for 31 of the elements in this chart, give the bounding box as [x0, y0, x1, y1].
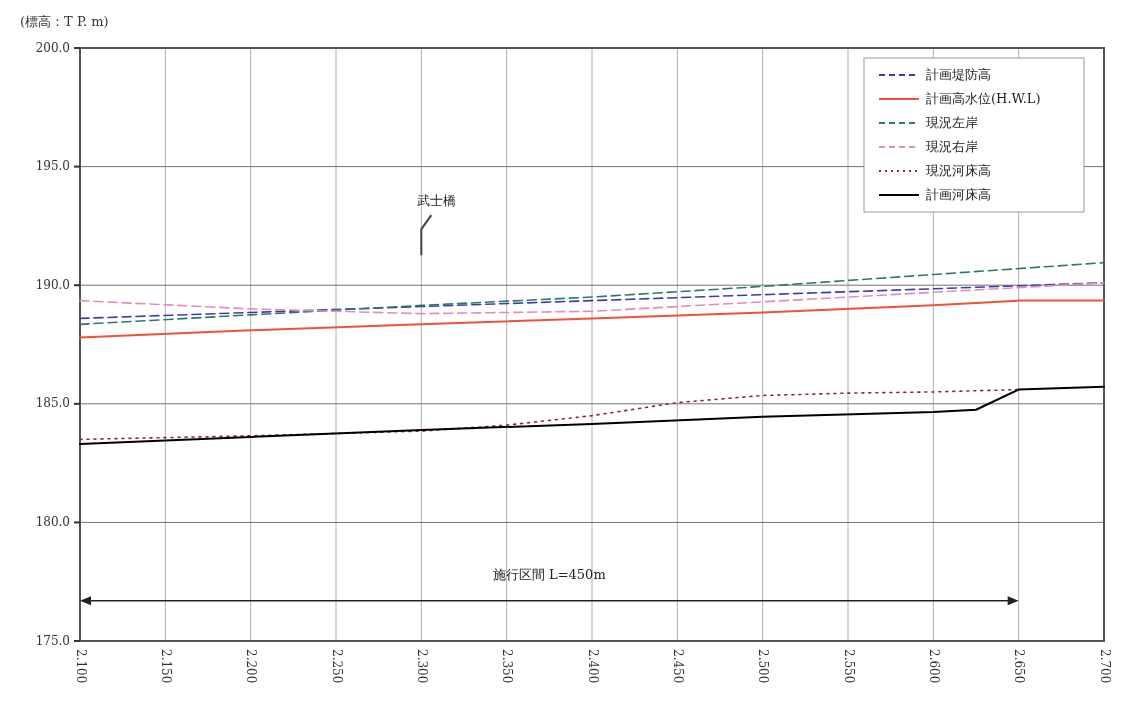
- legend-label: 計画河床高: [926, 186, 991, 202]
- line-series: [79, 299, 1105, 339]
- legend-label: 計画堤防高: [926, 66, 991, 82]
- x-tick-label: 2.650: [1012, 649, 1027, 684]
- x-tick-label: 2.150: [158, 649, 173, 684]
- legend-label: 現況左岸: [926, 114, 978, 130]
- legend-label: 計画高水位(H.W.L): [926, 90, 1041, 106]
- y-tick-label: 195.0: [35, 159, 70, 174]
- x-tick-label: 2.700: [1097, 649, 1112, 684]
- legend-label: 現況右岸: [926, 138, 978, 154]
- y-tick-label: 180.0: [35, 514, 70, 529]
- y-tick-label: 200.0: [35, 40, 70, 55]
- annotation: 施行区間 L=450m: [492, 566, 606, 582]
- x-tick-label: 2.500: [756, 649, 771, 684]
- x-tick-label: 2.250: [329, 649, 344, 684]
- x-tick-label: 2.100: [73, 649, 88, 684]
- x-tick-label: 2.450: [670, 649, 685, 684]
- line-series: [79, 385, 1105, 446]
- line-series: [79, 261, 1105, 326]
- y-tick-label: 175.0: [35, 633, 70, 648]
- y-tick-label: 185.0: [35, 396, 70, 411]
- y-axis-title: (標高：T P. m): [20, 14, 109, 29]
- x-tick-label: 2.350: [500, 649, 515, 684]
- y-tick-label: 190.0: [35, 277, 70, 292]
- annotation: 武士橋: [417, 193, 457, 209]
- x-tick-label: 2.300: [414, 649, 429, 684]
- x-tick-label: 2.200: [244, 649, 259, 684]
- x-tick-label: 2.400: [585, 649, 600, 684]
- x-tick-label: 2.600: [926, 649, 941, 684]
- x-tick-label: 2.550: [841, 649, 856, 684]
- legend-label: 現況河床高: [926, 162, 991, 178]
